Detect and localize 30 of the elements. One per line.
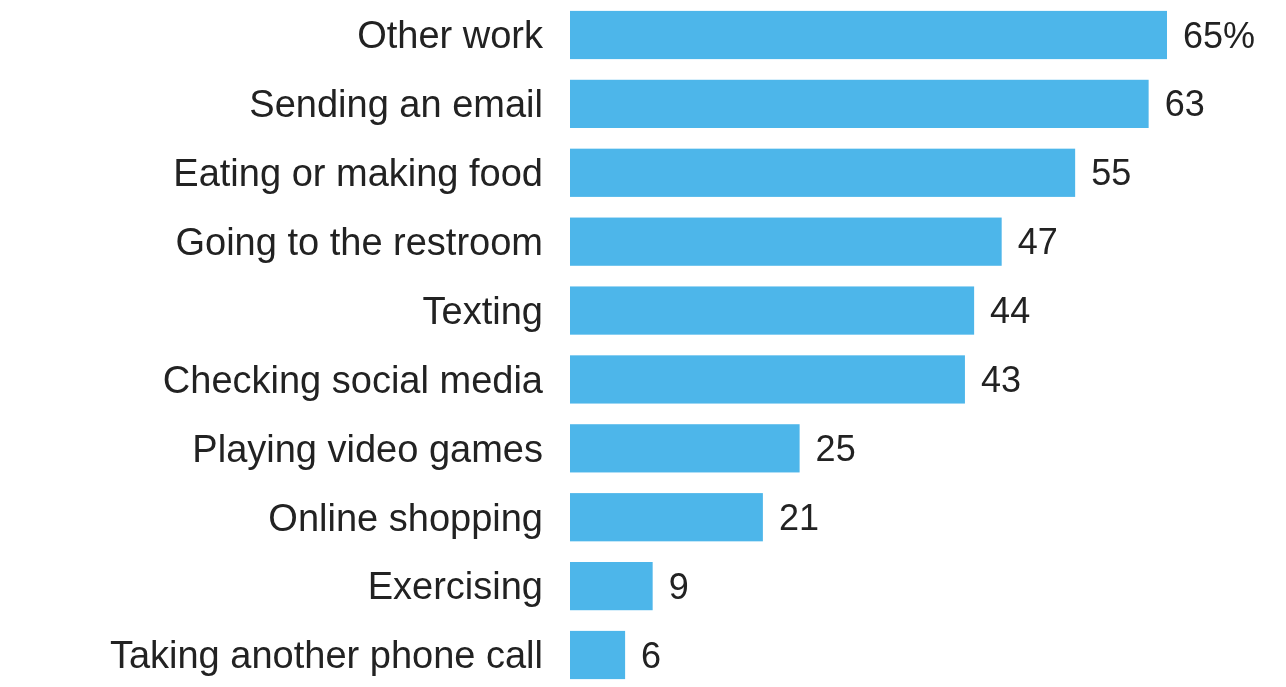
bar xyxy=(570,79,1149,128)
bar xyxy=(570,355,965,404)
data-label: 9 xyxy=(668,565,689,607)
bar xyxy=(570,10,1167,60)
data-label: 44 xyxy=(990,290,1031,332)
bar xyxy=(570,217,1002,266)
bar xyxy=(570,562,653,611)
bar xyxy=(570,493,763,542)
data-label: 25 xyxy=(815,427,856,469)
data-label: 47 xyxy=(1017,221,1058,263)
data-label: 43 xyxy=(980,359,1021,401)
y-tick-label: Checking social media xyxy=(162,358,544,401)
data-label: 65% xyxy=(1183,14,1256,56)
y-tick-label: Taking another phone call xyxy=(109,634,543,677)
y-tick-label: Other work xyxy=(357,14,544,57)
y-tick-label: Online shopping xyxy=(268,496,543,539)
data-label: 6 xyxy=(641,634,662,676)
data-label: 21 xyxy=(778,496,819,538)
bar xyxy=(570,424,800,473)
bar xyxy=(570,630,626,680)
y-tick-label: Texting xyxy=(422,289,543,332)
y-tick-label: Exercising xyxy=(367,565,543,608)
y-tick-label: Eating or making food xyxy=(173,152,543,195)
data-label: 63 xyxy=(1164,83,1205,125)
bar xyxy=(570,286,975,335)
data-label: 55 xyxy=(1091,152,1132,194)
y-tick-label: Sending an email xyxy=(249,83,543,126)
y-tick-label: Playing video games xyxy=(192,427,543,470)
y-tick-label: Going to the restroom xyxy=(175,220,543,263)
bar xyxy=(570,148,1076,197)
